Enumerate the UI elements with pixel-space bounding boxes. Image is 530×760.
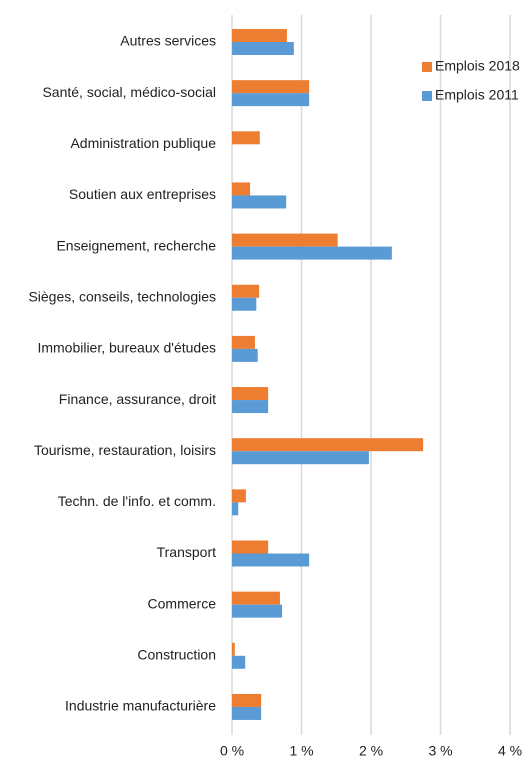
y-tick-label: Industrie manufacturière <box>65 698 216 714</box>
bar <box>232 642 235 656</box>
bar <box>232 348 258 362</box>
bar <box>232 400 269 414</box>
bar <box>232 502 239 516</box>
bar <box>232 706 262 720</box>
y-tick-label: Immobilier, bureaux d'études <box>37 340 216 356</box>
bar <box>232 80 310 94</box>
bar <box>232 93 310 107</box>
bar <box>232 246 392 260</box>
y-tick-label: Autres services <box>120 33 216 49</box>
bar <box>232 29 287 42</box>
bar <box>232 233 338 247</box>
y-tick-label: Techn. de l'info. et comm. <box>58 493 216 509</box>
bar <box>232 42 294 55</box>
y-tick-label: Enseignement, recherche <box>56 237 216 253</box>
legend-swatch <box>422 91 432 101</box>
y-tick-label: Soutien aux entreprises <box>69 186 216 202</box>
bar <box>232 540 269 554</box>
bar <box>232 438 424 452</box>
bar <box>232 284 260 298</box>
bar <box>232 604 283 618</box>
y-tick-label: Finance, assurance, droit <box>59 391 216 407</box>
bar <box>232 655 246 669</box>
x-tick-label: 4 % <box>498 743 522 759</box>
bar <box>232 195 287 209</box>
bar <box>232 297 257 311</box>
bar <box>232 489 246 503</box>
x-tick-label: 2 % <box>359 743 383 759</box>
y-tick-label: Tourisme, restauration, loisirs <box>34 442 216 458</box>
bar <box>232 553 310 567</box>
legend-label: Emplois 2018 <box>435 58 520 74</box>
y-tick-label: Transport <box>157 544 217 560</box>
bar <box>232 131 260 145</box>
x-tick-label: 0 % <box>220 743 244 759</box>
legend-swatch <box>422 62 432 72</box>
bar <box>232 591 280 605</box>
y-tick-label: Administration publique <box>70 135 216 151</box>
bar <box>232 693 262 707</box>
y-tick-label: Sièges, conseils, technologies <box>28 288 216 304</box>
y-tick-label: Construction <box>137 647 216 663</box>
legend-label: Emplois 2011 <box>435 87 519 103</box>
bar <box>232 335 255 349</box>
bar <box>232 387 269 401</box>
bar <box>232 451 369 465</box>
y-tick-label: Commerce <box>148 595 217 611</box>
y-tick-label: Santé, social, médico-social <box>42 84 216 100</box>
x-tick-label: 1 % <box>289 743 313 759</box>
x-tick-label: 3 % <box>428 743 452 759</box>
bar <box>232 182 251 196</box>
